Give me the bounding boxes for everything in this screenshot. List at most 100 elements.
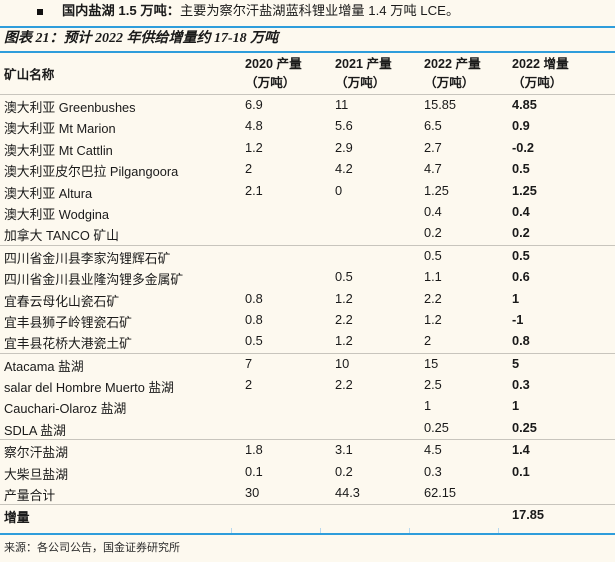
cell-2020: 0.5 <box>245 333 263 349</box>
total-row-increment: 17.85 <box>512 507 545 523</box>
cell-2022: 0.5 <box>424 247 442 263</box>
bullet-paragraph-text: 国内盐湖 1.5 万吨：主要为察尔汗盐湖蓝科锂业增量 1.4 万吨 LCE。 <box>62 1 459 20</box>
table-row: 四川省金川县李家沟锂辉石矿 0.5 0.5 <box>0 244 615 267</box>
cell-mine-name: 大柴旦盐湖 <box>4 466 68 482</box>
cell-increment: -0.2 <box>512 139 535 155</box>
header-2020-output: 2020 产量 （万吨） <box>245 55 302 93</box>
cell-increment: 0.6 <box>512 269 530 285</box>
exhibit-bottom-rule <box>0 533 615 535</box>
cell-2020: 2 <box>245 161 253 177</box>
cell-2022: 0.4 <box>424 203 442 219</box>
table-row: SDLA 盐湖 0.25 0.25 <box>0 418 615 439</box>
cell-mine-name: salar del Hombre Muerto 盐湖 <box>4 380 174 396</box>
total-row-label: 增量 <box>4 510 30 526</box>
table-row: 四川省金川县业隆沟锂多金属矿 0.5 1.1 0.6 <box>0 267 615 288</box>
header-2021-output-line2: （万吨） <box>335 76 386 90</box>
cell-2021: 1.2 <box>335 333 353 349</box>
cell-increment: 1 <box>512 398 520 414</box>
column-tick-1 <box>231 528 232 534</box>
cell-mine-name: 察尔汗盐湖 <box>4 445 68 461</box>
cell-mine-name: 四川省金川县李家沟锂辉石矿 <box>4 250 171 266</box>
cell-2021: 44.3 <box>335 485 360 501</box>
cell-mine-name: 产量合计 <box>4 488 56 504</box>
exhibit-top-rule <box>0 26 615 28</box>
cell-mine-name: 澳大利亚 Wodgina <box>4 206 110 222</box>
cell-mine-name: 澳大利亚 Mt Cattlin <box>4 142 113 158</box>
column-tick-3 <box>409 528 410 534</box>
cell-mine-name: 澳大利亚 Altura <box>4 185 93 201</box>
header-2020-output-line2: （万吨） <box>245 76 296 90</box>
header-2022-output-line2: （万吨） <box>424 76 475 90</box>
cell-increment: 1.25 <box>512 182 537 198</box>
cell-2021: 3.1 <box>335 442 353 458</box>
cell-increment: 4.85 <box>512 97 537 112</box>
cell-2021: 0.5 <box>335 269 353 285</box>
cell-2021: 0.2 <box>335 463 353 479</box>
header-2021-output-line1: 2021 产量 <box>335 57 392 71</box>
cell-2022: 62.15 <box>424 485 457 501</box>
cell-2021: 1.2 <box>335 290 353 306</box>
table-row: 大柴旦盐湖 0.1 0.2 0.3 0.1 <box>0 462 615 483</box>
square-bullet-icon <box>37 9 43 15</box>
cell-2022: 15 <box>424 355 439 371</box>
cell-mine-name: Atacama 盐湖 <box>4 358 84 374</box>
cell-2022: 2 <box>424 333 432 349</box>
header-2021-output: 2021 产量 （万吨） <box>335 55 392 93</box>
table-row: 产量合计 30 44.3 62.15 <box>0 483 615 504</box>
bullet-paragraph: 国内盐湖 1.5 万吨：主要为察尔汗盐湖蓝科锂业增量 1.4 万吨 LCE。 <box>0 0 615 24</box>
cell-mine-name: 澳大利亚 Greenbushes <box>4 100 136 115</box>
table-row: Atacama 盐湖 7 10 15 5 <box>0 352 615 375</box>
cell-2022: 2.7 <box>424 139 442 155</box>
header-2022-increment-line2: （万吨） <box>512 76 563 90</box>
table-row: salar del Hombre Muerto 盐湖 2 2.2 2.5 0.3 <box>0 375 615 396</box>
table-header-row: 矿山名称 2020 产量 （万吨） 2021 产量 （万吨） 2022 产量 （… <box>0 53 615 95</box>
cell-2020: 2 <box>245 377 253 393</box>
header-2022-output: 2022 产量 （万吨） <box>424 55 481 93</box>
table-total-row: 增量 17.85 <box>0 505 615 526</box>
table-body: 澳大利亚 Greenbushes 6.9 11 15.85 4.85 澳大利亚 Mt Ma… <box>0 95 615 504</box>
cell-increment: 0.4 <box>512 203 530 219</box>
column-tick-2 <box>320 528 321 534</box>
cell-2022: 6.5 <box>424 118 442 134</box>
cell-2021: 2.9 <box>335 139 353 155</box>
table-row: 宜丰县花桥大港瓷土矿 0.5 1.2 2 0.8 <box>0 331 615 352</box>
cell-2022: 15.85 <box>424 97 457 112</box>
cell-increment: 0.2 <box>512 225 530 241</box>
header-mine-name: 矿山名称 <box>4 68 55 82</box>
cell-2022: 1.1 <box>424 269 442 285</box>
cell-2020: 0.8 <box>245 311 263 327</box>
cell-2022: 0.2 <box>424 225 442 241</box>
cell-increment: 0.8 <box>512 333 530 349</box>
cell-mine-name: 宜丰县狮子岭锂瓷石矿 <box>4 314 132 330</box>
cell-2020: 4.8 <box>245 118 263 134</box>
cell-increment: 0.25 <box>512 419 537 435</box>
cell-2021: 4.2 <box>335 161 353 177</box>
cell-increment: 0.5 <box>512 161 530 177</box>
cell-2022: 0.25 <box>424 419 449 435</box>
cell-mine-name: 加拿大 TANCO 矿山 <box>4 228 119 244</box>
header-2022-increment-line1: 2022 增量 <box>512 57 569 71</box>
cell-2020: 30 <box>245 485 260 501</box>
table-row: 宜春云母化山瓷石矿 0.8 1.2 2.2 1 <box>0 289 615 310</box>
table-row: 澳大利亚皮尔巴拉 Pilgangoora 2 4.2 4.7 0.5 <box>0 159 615 180</box>
cell-increment: 0.1 <box>512 463 530 479</box>
cell-mine-name: 四川省金川县业隆沟锂多金属矿 <box>4 272 184 288</box>
cell-2021: 2.2 <box>335 377 353 393</box>
cell-mine-name: 澳大利亚皮尔巴拉 Pilgangoora <box>4 164 179 180</box>
cell-mine-name: 宜春云母化山瓷石矿 <box>4 293 120 309</box>
exhibit-header-rule <box>0 51 615 53</box>
cell-increment: 0.5 <box>512 247 530 263</box>
table-row: 澳大利亚 Wodgina 0.4 0.4 <box>0 202 615 223</box>
table-row: 澳大利亚 Greenbushes 6.9 11 15.85 4.85 <box>0 95 615 116</box>
cell-mine-name: Cauchari-Olaroz 盐湖 <box>4 401 127 417</box>
cell-2022: 0.3 <box>424 463 442 479</box>
cell-mine-name: SDLA 盐湖 <box>4 422 66 438</box>
table-row: 澳大利亚 Mt Marion 4.8 5.6 6.5 0.9 <box>0 116 615 137</box>
cell-2022: 4.5 <box>424 442 442 458</box>
table-row: 澳大利亚 Mt Cattlin 1.2 2.9 2.7 -0.2 <box>0 138 615 159</box>
cell-increment: 5 <box>512 355 520 371</box>
table-row: Cauchari-Olaroz 盐湖 1 1 <box>0 396 615 417</box>
column-tick-4 <box>498 528 499 534</box>
cell-2022: 1 <box>424 398 432 414</box>
header-2022-increment: 2022 增量 （万吨） <box>512 55 569 93</box>
